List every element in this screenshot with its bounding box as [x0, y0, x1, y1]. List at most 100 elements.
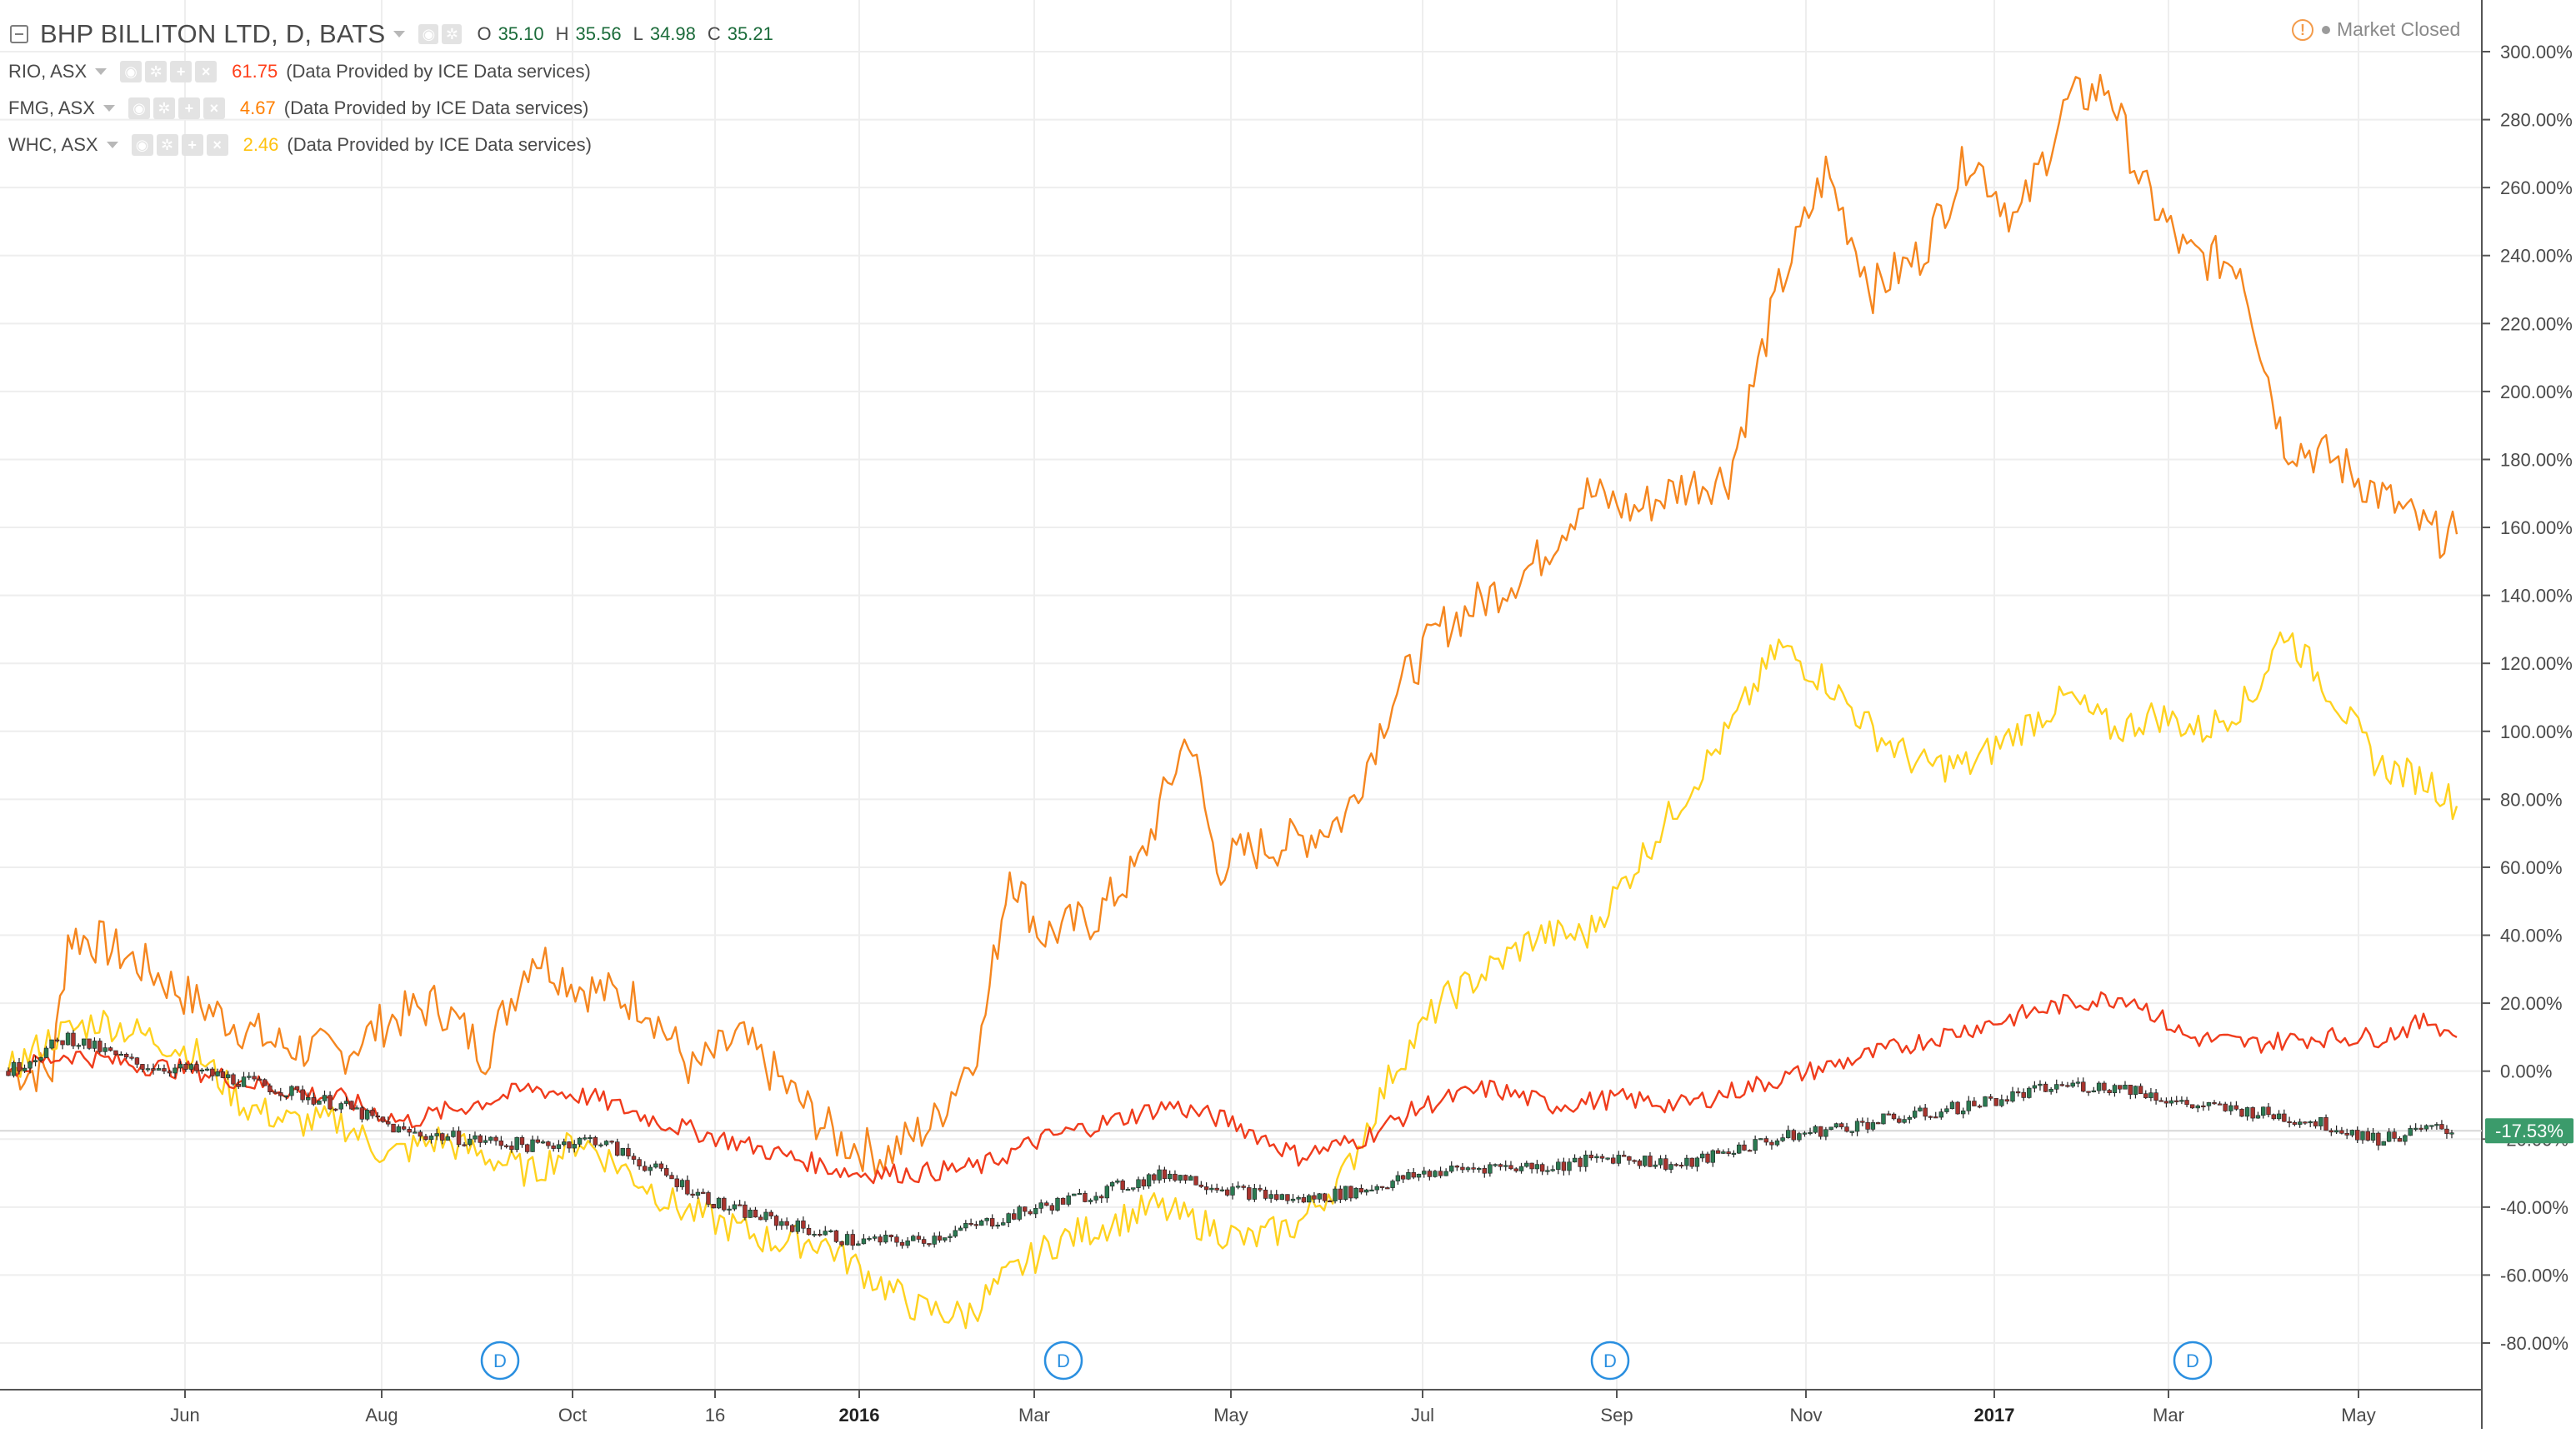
gear-icon[interactable]: ✲: [442, 24, 463, 44]
legend-symbol-whc[interactable]: WHC, ASX: [8, 134, 98, 155]
candle: [1088, 1200, 1093, 1202]
candle: [1797, 1133, 1802, 1141]
candle: [1193, 1176, 1198, 1186]
candle: [215, 1071, 220, 1076]
dividend-marker[interactable]: D: [480, 1341, 520, 1381]
candle: [2143, 1093, 2148, 1098]
candle: [1433, 1171, 1438, 1177]
candle: [1721, 1151, 1726, 1154]
candle: [2059, 1084, 2065, 1086]
plus-icon[interactable]: +: [181, 134, 203, 156]
candle: [1700, 1153, 1705, 1159]
candle: [1263, 1190, 1268, 1199]
chevron-down-icon[interactable]: [103, 105, 115, 112]
candle: [2032, 1085, 2038, 1089]
plus-icon[interactable]: +: [170, 61, 193, 82]
candle: [1422, 1171, 1427, 1175]
candle: [2123, 1085, 2128, 1090]
warning-icon[interactable]: !: [2292, 18, 2313, 41]
candle: [943, 1237, 948, 1241]
dividend-marker[interactable]: D: [1043, 1341, 1083, 1381]
candle: [162, 1068, 167, 1072]
candle: [1839, 1123, 1844, 1127]
chevron-down-icon[interactable]: [95, 68, 108, 75]
market-status[interactable]: ! Market Closed: [2292, 18, 2460, 41]
candle: [556, 1144, 562, 1149]
candle: [118, 1053, 124, 1056]
eye-icon[interactable]: ◉: [131, 134, 153, 156]
candle: [732, 1204, 738, 1210]
candle: [878, 1236, 883, 1243]
dividend-marker[interactable]: D: [1590, 1341, 1630, 1381]
candle: [1049, 1205, 1055, 1211]
gear-icon[interactable]: ✲: [156, 134, 178, 156]
candle: [1828, 1126, 1833, 1131]
plus-icon[interactable]: +: [178, 97, 200, 119]
candle: [648, 1166, 653, 1171]
legend-symbol-fmg[interactable]: FMG, ASX: [8, 97, 95, 118]
eye-icon[interactable]: ◉: [120, 61, 143, 82]
candle: [1886, 1113, 1891, 1116]
candle: [2271, 1114, 2276, 1120]
candle: [108, 1047, 113, 1051]
close-icon[interactable]: ×: [206, 134, 228, 156]
main-symbol-title[interactable]: BHP BILLITON LTD, D, BATS: [40, 19, 386, 48]
candle: [478, 1135, 483, 1143]
x-tick-label: May: [2341, 1405, 2376, 1426]
candle: [1338, 1188, 1343, 1201]
candle: [354, 1107, 359, 1110]
candle: [2444, 1128, 2449, 1135]
candle: [306, 1097, 311, 1101]
low-label: L: [633, 23, 643, 44]
candle: [1109, 1181, 1115, 1187]
chevron-down-icon[interactable]: [393, 31, 406, 37]
eye-icon[interactable]: ◉: [128, 97, 150, 119]
candle: [1972, 1101, 1977, 1106]
candle: [1178, 1175, 1183, 1181]
gear-icon[interactable]: ✲: [153, 97, 175, 119]
candle: [1198, 1184, 1204, 1187]
candle: [1225, 1189, 1230, 1196]
candle: [812, 1233, 817, 1236]
close-icon[interactable]: ×: [203, 97, 225, 119]
dividend-circle: [1590, 1341, 1630, 1381]
candle: [727, 1208, 732, 1211]
collapse-legend-icon[interactable]: [10, 25, 28, 43]
candle: [220, 1071, 226, 1078]
candle: [685, 1180, 690, 1195]
candle: [603, 1141, 609, 1146]
chevron-down-icon[interactable]: [106, 142, 118, 148]
candle: [2015, 1091, 2021, 1094]
dividend-marker[interactable]: D: [2173, 1341, 2213, 1381]
close-icon[interactable]: ×: [195, 61, 218, 82]
gear-icon[interactable]: ✲: [145, 61, 168, 82]
candle: [498, 1141, 504, 1146]
candle: [2102, 1082, 2107, 1091]
candle: [1385, 1187, 1390, 1190]
candle: [2255, 1115, 2261, 1119]
candle: [1897, 1118, 1902, 1123]
candle: [1146, 1174, 1152, 1186]
y-tick-label: -80.00%: [2500, 1333, 2568, 1354]
series-line-fmg[interactable]: [8, 73, 2458, 1176]
eye-icon[interactable]: ◉: [418, 24, 439, 44]
y-tick-label: 300.00%: [2500, 42, 2573, 62]
candle: [973, 1224, 979, 1226]
candle: [418, 1131, 423, 1137]
candle: [1875, 1122, 1881, 1125]
candle: [60, 1040, 65, 1046]
candle: [1983, 1096, 1988, 1107]
candle: [2297, 1121, 2303, 1125]
candle: [328, 1095, 333, 1110]
candle: [1136, 1179, 1141, 1188]
candle: [2168, 1100, 2174, 1104]
series-line-whc[interactable]: [7, 631, 2458, 1330]
candle: [2174, 1100, 2179, 1102]
open-value: 35.10: [498, 23, 544, 44]
series-line-rio[interactable]: [8, 991, 2458, 1185]
legend-symbol-rio[interactable]: RIO, ASX: [8, 61, 88, 82]
candle: [850, 1234, 855, 1246]
main-series-row: BHP BILLITON LTD, D, BATS ◉ ✲ O 35.10 H …: [8, 15, 773, 53]
